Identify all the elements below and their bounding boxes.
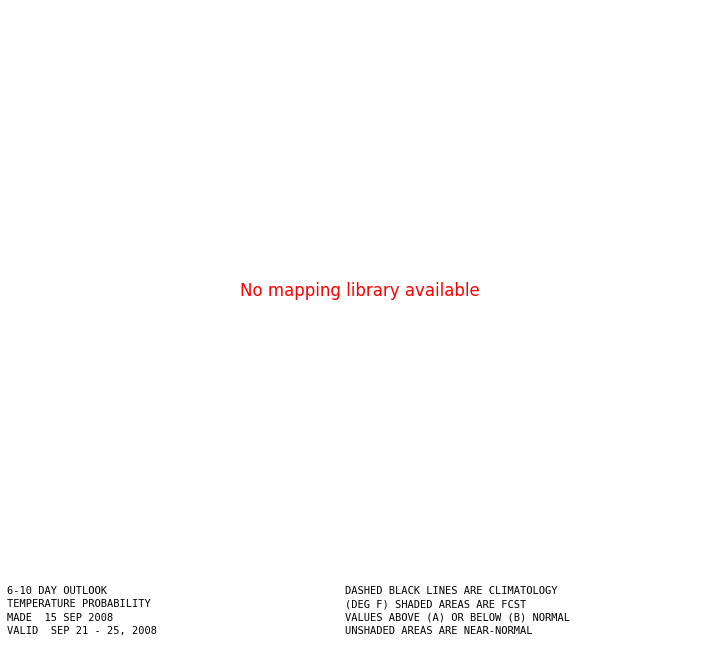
Text: No mapping library available: No mapping library available xyxy=(239,282,480,299)
Text: 6-10 DAY OUTLOOK
TEMPERATURE PROBABILITY
MADE  15 SEP 2008
VALID  SEP 21 - 25, 2: 6-10 DAY OUTLOOK TEMPERATURE PROBABILITY… xyxy=(7,585,157,637)
Text: DASHED BLACK LINES ARE CLIMATOLOGY
(DEG F) SHADED AREAS ARE FCST
VALUES ABOVE (A: DASHED BLACK LINES ARE CLIMATOLOGY (DEG … xyxy=(345,585,570,637)
